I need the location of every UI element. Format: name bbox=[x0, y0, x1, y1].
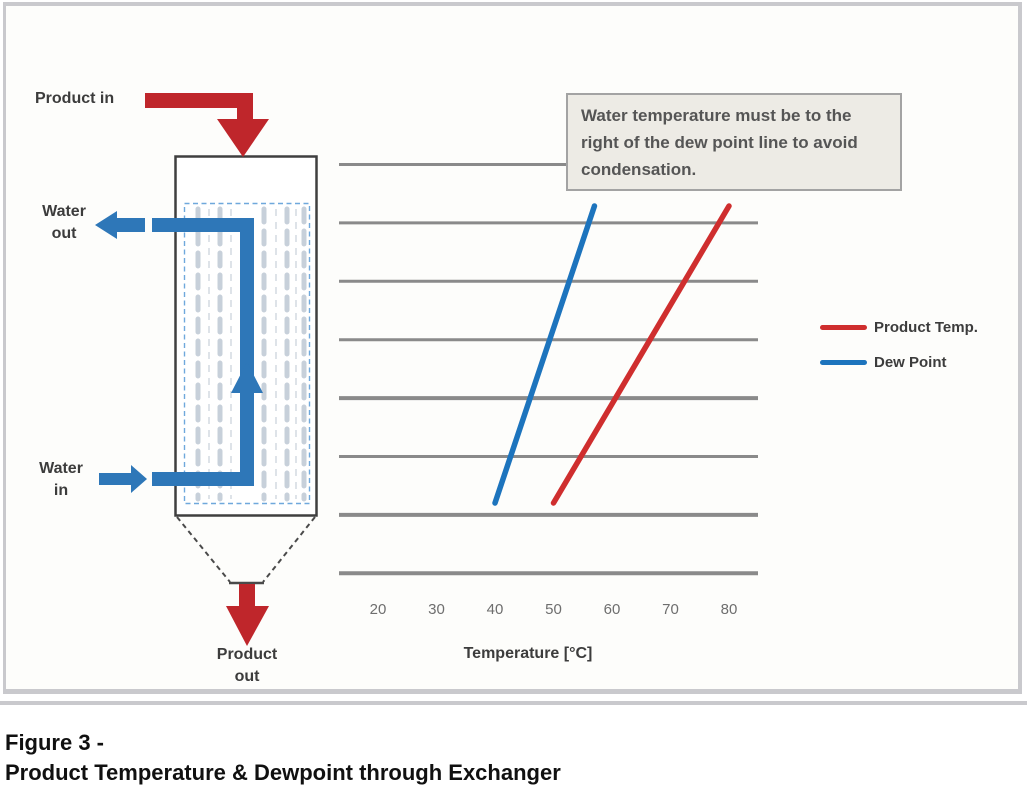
water-in-label: Water in bbox=[39, 460, 83, 499]
x-tick-40: 40 bbox=[486, 601, 504, 618]
x-tick-70: 70 bbox=[662, 601, 679, 618]
x-tick-50: 50 bbox=[545, 601, 562, 618]
legend-entry-dew-point: Dew Point bbox=[820, 354, 978, 371]
x-tick-80: 80 bbox=[720, 601, 738, 618]
water-pipe bbox=[95, 211, 263, 493]
x-tick-20: 20 bbox=[369, 601, 387, 618]
water-up-arrow bbox=[231, 362, 263, 393]
x-tick-30: 30 bbox=[428, 601, 445, 618]
product-out-label: Product out bbox=[216, 646, 278, 685]
panel-bottom-rule bbox=[0, 701, 1027, 705]
figure-caption: Figure 3 - Product Temperature & Dewpoin… bbox=[5, 728, 561, 788]
dew-point-swatch bbox=[820, 360, 867, 365]
water-out-arrow bbox=[95, 211, 145, 239]
product-temp-legend-label: Product Temp. bbox=[874, 319, 978, 336]
product-in-arrow bbox=[145, 93, 269, 157]
chart-gridlines bbox=[339, 163, 758, 576]
tube-bundle-pattern-thin bbox=[208, 209, 297, 499]
chart-legend: Product Temp. Dew Point bbox=[820, 319, 978, 389]
product-temp-swatch bbox=[820, 325, 867, 330]
water-out-label: Water out bbox=[42, 203, 86, 242]
figure-caption-line2: Product Temperature & Dewpoint through E… bbox=[5, 760, 561, 785]
tube-bundle-pattern bbox=[195, 206, 307, 502]
vessel-funnel bbox=[176, 516, 316, 585]
dew-point-line bbox=[492, 203, 598, 506]
product-out-arrow bbox=[226, 584, 269, 646]
annotation-text: Water temperature must be to the right o… bbox=[581, 106, 858, 179]
tube-bundle-boundary bbox=[183, 202, 311, 505]
figure-caption-line1: Figure 3 - bbox=[5, 730, 105, 755]
annotation-callout: Water temperature must be to the right o… bbox=[566, 93, 902, 191]
chart-series-lines bbox=[492, 203, 732, 506]
legend-entry-product-temp: Product Temp. bbox=[820, 319, 978, 336]
water-in-arrow bbox=[99, 465, 147, 493]
x-tick-60: 60 bbox=[603, 601, 621, 618]
x-axis-title: Temperature [°C] bbox=[463, 645, 593, 662]
dew-point-legend-label: Dew Point bbox=[874, 354, 947, 371]
product-in-label: Product in bbox=[35, 90, 115, 107]
product-temp-line bbox=[550, 203, 732, 506]
